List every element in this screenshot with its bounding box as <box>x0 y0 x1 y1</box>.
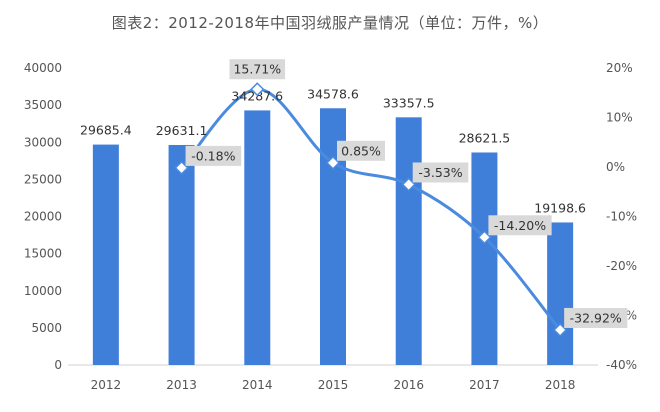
point-label-box <box>185 145 242 166</box>
y-left-tick-label: 10000 <box>24 284 62 298</box>
point-value-label: -3.53% <box>418 165 462 180</box>
bar <box>92 144 119 365</box>
x-tick-label: 2013 <box>166 378 197 392</box>
y-left-tick-label: 25000 <box>24 172 62 186</box>
point-value-label: 15.71% <box>233 62 281 77</box>
growth-line <box>180 87 562 331</box>
point-label-box <box>412 162 469 183</box>
line-point <box>250 82 265 97</box>
y-left-tick-label: 40000 <box>24 61 62 75</box>
point-value-label: 0.85% <box>341 143 381 158</box>
point-label-box <box>564 307 628 328</box>
x-tick-label: 2018 <box>545 378 576 392</box>
bar-value-label: 29685.4 <box>80 123 132 138</box>
x-tick-label: 2012 <box>91 378 122 392</box>
point-value-label: -14.20% <box>494 218 546 233</box>
bar <box>395 117 422 366</box>
y-left-tick-label: 0 <box>54 358 62 372</box>
y-right-tick-label: 10% <box>606 111 633 125</box>
y-left-tick-label: 20000 <box>24 210 62 224</box>
y-right-tick-label: -20% <box>606 259 637 273</box>
x-tick-label: 2015 <box>318 378 349 392</box>
x-tick-label: 2016 <box>393 378 424 392</box>
y-left-tick-label: 30000 <box>24 135 62 149</box>
point-label-box <box>229 59 286 80</box>
x-tick-label: 2014 <box>242 378 273 392</box>
bar <box>244 110 271 365</box>
y-right-tick-label: 0% <box>606 160 625 174</box>
bar-value-label: 33357.5 <box>383 95 435 110</box>
y-right-tick-label: -10% <box>606 210 637 224</box>
bar <box>471 152 498 365</box>
y-left-tick-label: 35000 <box>24 98 62 112</box>
bar-value-label: 19198.6 <box>534 200 586 215</box>
y-left-tick-label: 5000 <box>31 321 62 335</box>
chart-title: 图表2：2012-2018年中国羽绒服产量情况（单位：万件，%） <box>111 14 549 32</box>
bar-value-label: 28621.5 <box>459 130 511 145</box>
y-left-tick-label: 15000 <box>24 247 62 261</box>
bar <box>168 144 195 365</box>
bar <box>547 222 574 365</box>
bar-value-label: 29631.1 <box>156 123 208 138</box>
bar-value-label: 34578.6 <box>307 86 359 101</box>
point-label-box <box>488 215 552 236</box>
point-value-label: -32.92% <box>570 310 622 325</box>
point-label-box <box>337 140 385 161</box>
y-right-tick-label: 20% <box>606 61 633 75</box>
point-value-label: -0.18% <box>191 148 235 163</box>
y-right-tick-label: -40% <box>606 358 637 372</box>
x-tick-label: 2017 <box>469 378 500 392</box>
